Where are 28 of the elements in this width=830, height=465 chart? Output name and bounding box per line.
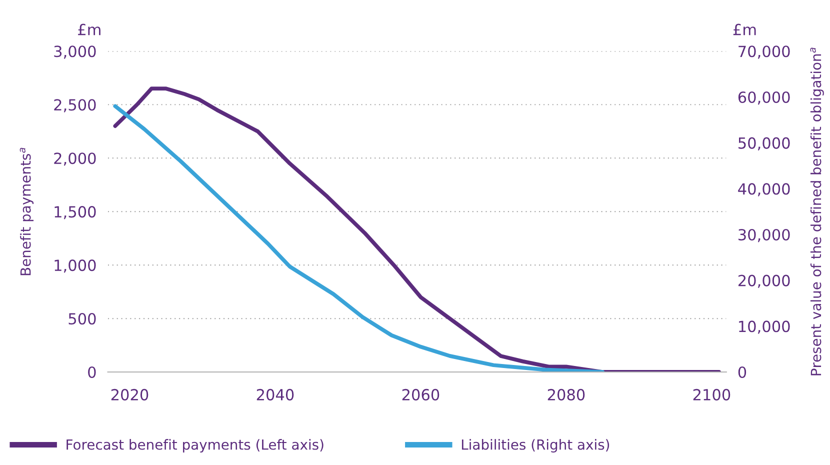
y2-tick-label: 40,000 [738, 183, 790, 196]
y2-tick-label: 60,000 [738, 91, 790, 105]
y-tick-label: 2,500 [54, 99, 96, 112]
y2-tick-label: 70,000 [738, 46, 790, 59]
legend-label: Forecast benefit payments (Left axis) [66, 439, 324, 452]
y-tick-label: 1,000 [54, 260, 96, 273]
legend-label: Liabilities (Right axis) [462, 439, 610, 452]
x-tick-label: 2080 [548, 388, 585, 400]
y2-tick-label: 10,000 [739, 320, 790, 334]
y-tick-label: 3,000 [54, 46, 96, 59]
y-tick-label: 500 [68, 312, 96, 325]
y-tick-label: 0 [88, 366, 96, 378]
y2-tick-label: 50,000 [738, 137, 790, 150]
y-axis-title: Benefit payments$^{a}$ [20, 148, 34, 276]
y2-axis-title: Present value of the defined benefit obligation$^{a}$ [810, 48, 824, 376]
y-tick-label: 2,000 [54, 152, 96, 166]
text: £m [733, 24, 756, 36]
x-tick-label: 2020 [111, 388, 148, 400]
line-series [113, 104, 605, 372]
x-tick-label: 2040 [256, 388, 294, 400]
y2-tick-label: 20,000 [738, 274, 790, 288]
x-tick-label: 2100 [693, 388, 730, 400]
y2-tick-label: 0 [738, 366, 746, 378]
text: £m [78, 24, 100, 36]
line-series [113, 86, 721, 372]
y2-tick-label: 30,000 [738, 228, 790, 242]
y-tick-label: 1,500 [54, 206, 96, 220]
x-tick-label: 2060 [402, 388, 440, 400]
